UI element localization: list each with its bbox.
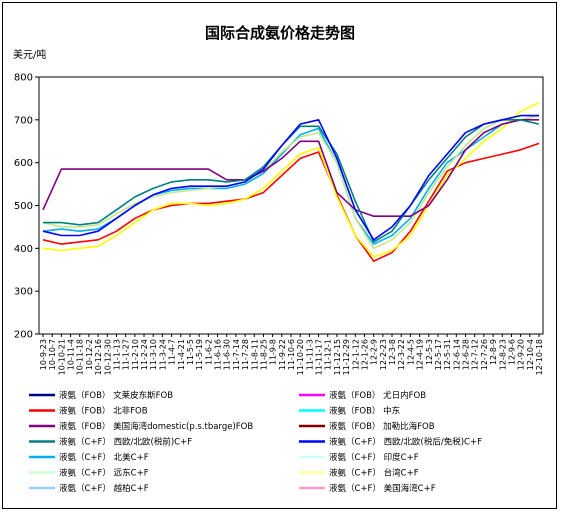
- legend-label: 液氨（C+F） 北美C+F: [59, 452, 149, 463]
- x-tick-label: 12-2-9: [370, 339, 379, 365]
- x-tick-label: 12-4-19: [416, 339, 425, 370]
- x-tick-label: 10-12-2: [85, 339, 94, 370]
- legend-label: 液氨（C+F） 西欧/北欧(税前)C+F: [59, 437, 192, 448]
- legend-label: 液氨（FOB） 文莱皮东斯FOB: [59, 390, 173, 401]
- x-tick-label: 11-2-24: [140, 339, 149, 370]
- x-tick-label: 11-4-21: [177, 339, 186, 370]
- x-tick-label: 12-3-8: [388, 339, 397, 365]
- x-tick-label: 11-9-8: [269, 339, 278, 365]
- x-tick-label: 10-10-7: [48, 339, 57, 370]
- x-tick-label: 12-4-5: [406, 339, 415, 365]
- y-tick-label: 700: [14, 115, 33, 126]
- x-tick-label: 12-5-17: [434, 339, 443, 370]
- x-tick-label: 12-7-26: [480, 339, 489, 370]
- y-tick-label: 600: [14, 158, 33, 169]
- legend: 液氨（FOB） 文莱皮东斯FOB 液氨（FOB） 尤日内FOB 液氨（FOB） 北非…: [29, 390, 482, 494]
- x-tick-label: 11-8-25: [259, 339, 268, 370]
- x-tick-label: 12-5-31: [443, 339, 452, 370]
- x-tick-label: 12-1-12: [351, 339, 360, 370]
- x-tick-label: 10-12-30: [103, 339, 112, 375]
- legend-label: 液氨（C+F） 远东C+F: [59, 468, 149, 479]
- x-tick-label: 11-6-2: [204, 339, 213, 365]
- x-tick-label: 12-6-28: [462, 339, 471, 370]
- x-tick-label: 11-1-13: [112, 339, 121, 370]
- legend-label: 液氨（FOB） 美国海湾domestic(p.s.tbarge)FOB: [59, 421, 253, 432]
- legend-label: 液氨（C+F） 西欧/北欧(税后/免税)C+F: [329, 437, 482, 448]
- x-tick-label: 12-8-9: [489, 339, 498, 365]
- y-axis-unit-label: 美元/吨: [13, 48, 46, 61]
- x-tick-label: 10-11-18: [76, 339, 85, 375]
- x-tick-label: 11-12-15: [333, 339, 342, 375]
- series-line: 液氨（C+F） 远东C+F: [42, 114, 540, 250]
- x-tick-label: 12-9-6: [507, 339, 516, 365]
- y-tick-label: 800: [14, 73, 33, 84]
- series-line: 液氨（FOB） 美国海湾domestic(p.s.tbarge)FOB: [42, 114, 539, 241]
- x-tick-label: 12-1-26: [360, 339, 369, 370]
- series-line: 液氨（C+F） 印度C+F: [43, 119, 540, 243]
- y-tick-label: 400: [14, 244, 33, 255]
- series-line: 液氨（FOB） 北非FOB: [42, 142, 540, 263]
- x-tick-label: 11-12-1: [324, 339, 333, 370]
- x-tick-label: 12-8-23: [498, 339, 507, 370]
- legend-label: 液氨（C+F） 印度C+F: [329, 452, 419, 463]
- x-tick-label: 11-11-3: [305, 339, 314, 370]
- x-tick-label: 12-2-23: [379, 339, 388, 370]
- x-tick-label: 11-3-10: [149, 339, 158, 370]
- x-tick-label: 12-3-22: [397, 339, 406, 370]
- x-tick-label: 11-5-5: [186, 339, 195, 365]
- x-tick-label: 11-2-10: [131, 339, 140, 370]
- chart-title: 国际合成氨价格走势图: [205, 24, 355, 42]
- legend-label: 液氨（C+F） 越柏C+F: [59, 483, 149, 494]
- y-tick-label: 200: [14, 330, 33, 341]
- x-tick-label: 11-10-6: [287, 339, 296, 370]
- legend-label: 液氨（C+F） 台湾C+F: [329, 468, 419, 479]
- x-tick-label: 10-10-21: [57, 339, 66, 375]
- plot-area: 200 300 400 500 600 700 800 10-9-23 10-10-7 10-10…: [14, 73, 544, 376]
- x-tick-label: 11-11-17: [315, 339, 324, 375]
- legend-label: 液氨（C+F） 美国海湾C+F: [329, 483, 436, 494]
- x-tick-label: 12-7-12: [471, 339, 480, 370]
- x-tick-label: 11-4-7: [168, 339, 177, 365]
- legend-label: 液氨（FOB） 尤日内FOB: [329, 390, 426, 401]
- x-tick-label: 12-9-20: [517, 339, 526, 370]
- x-tick-label: 11-6-16: [214, 339, 223, 370]
- x-tick-label: 10-11-4: [67, 339, 76, 370]
- x-tick-label: 12-10-4: [526, 339, 535, 370]
- legend-label: 液氨（FOB） 北非FOB: [59, 406, 148, 417]
- x-tick-label: 11-8-11: [250, 339, 259, 370]
- legend-label: 液氨（FOB） 中东: [329, 406, 400, 417]
- x-tick-label: 12-10-18: [535, 339, 544, 375]
- x-tick-label: 12-6-14: [452, 339, 461, 370]
- legend-label: 液氨（FOB） 加勒比海FOB: [329, 421, 435, 432]
- series-line: 液氨（FOB） 黑海FOB: [42, 101, 540, 258]
- x-tick-label: 11-10-20: [296, 339, 305, 375]
- series-line: 液氨（FOB） 中东: [42, 119, 539, 217]
- y-tick-label: 500: [14, 201, 33, 212]
- x-tick-label: 11-7-28: [241, 339, 250, 370]
- x-tick-label: 11-6-30: [223, 339, 232, 370]
- x-tick-label: 12-5-3: [425, 339, 434, 365]
- x-tick-label: 11-3-24: [158, 339, 167, 370]
- x-tick-label: 11-5-19: [195, 339, 204, 370]
- x-tick-label: 11-12-29: [342, 339, 351, 375]
- y-tick-label: 300: [14, 287, 33, 298]
- x-tick-label: 10-9-23: [39, 339, 48, 370]
- x-tick-label: 11-9-22: [278, 339, 287, 370]
- price-chart: 国际合成氨价格走势图 美元/吨 200 300 400 500 600 700 800 10-…: [13, 24, 544, 494]
- x-tick-label: 10-12-16: [94, 339, 103, 375]
- chart-frame: 国际合成氨价格走势图 美元/吨 200 300 400 500 600 700 800 10-…: [2, 2, 557, 509]
- plot-border: [38, 76, 544, 335]
- x-tick-label: 11-1-27: [122, 339, 131, 370]
- x-tick-label: 11-7-14: [232, 339, 241, 370]
